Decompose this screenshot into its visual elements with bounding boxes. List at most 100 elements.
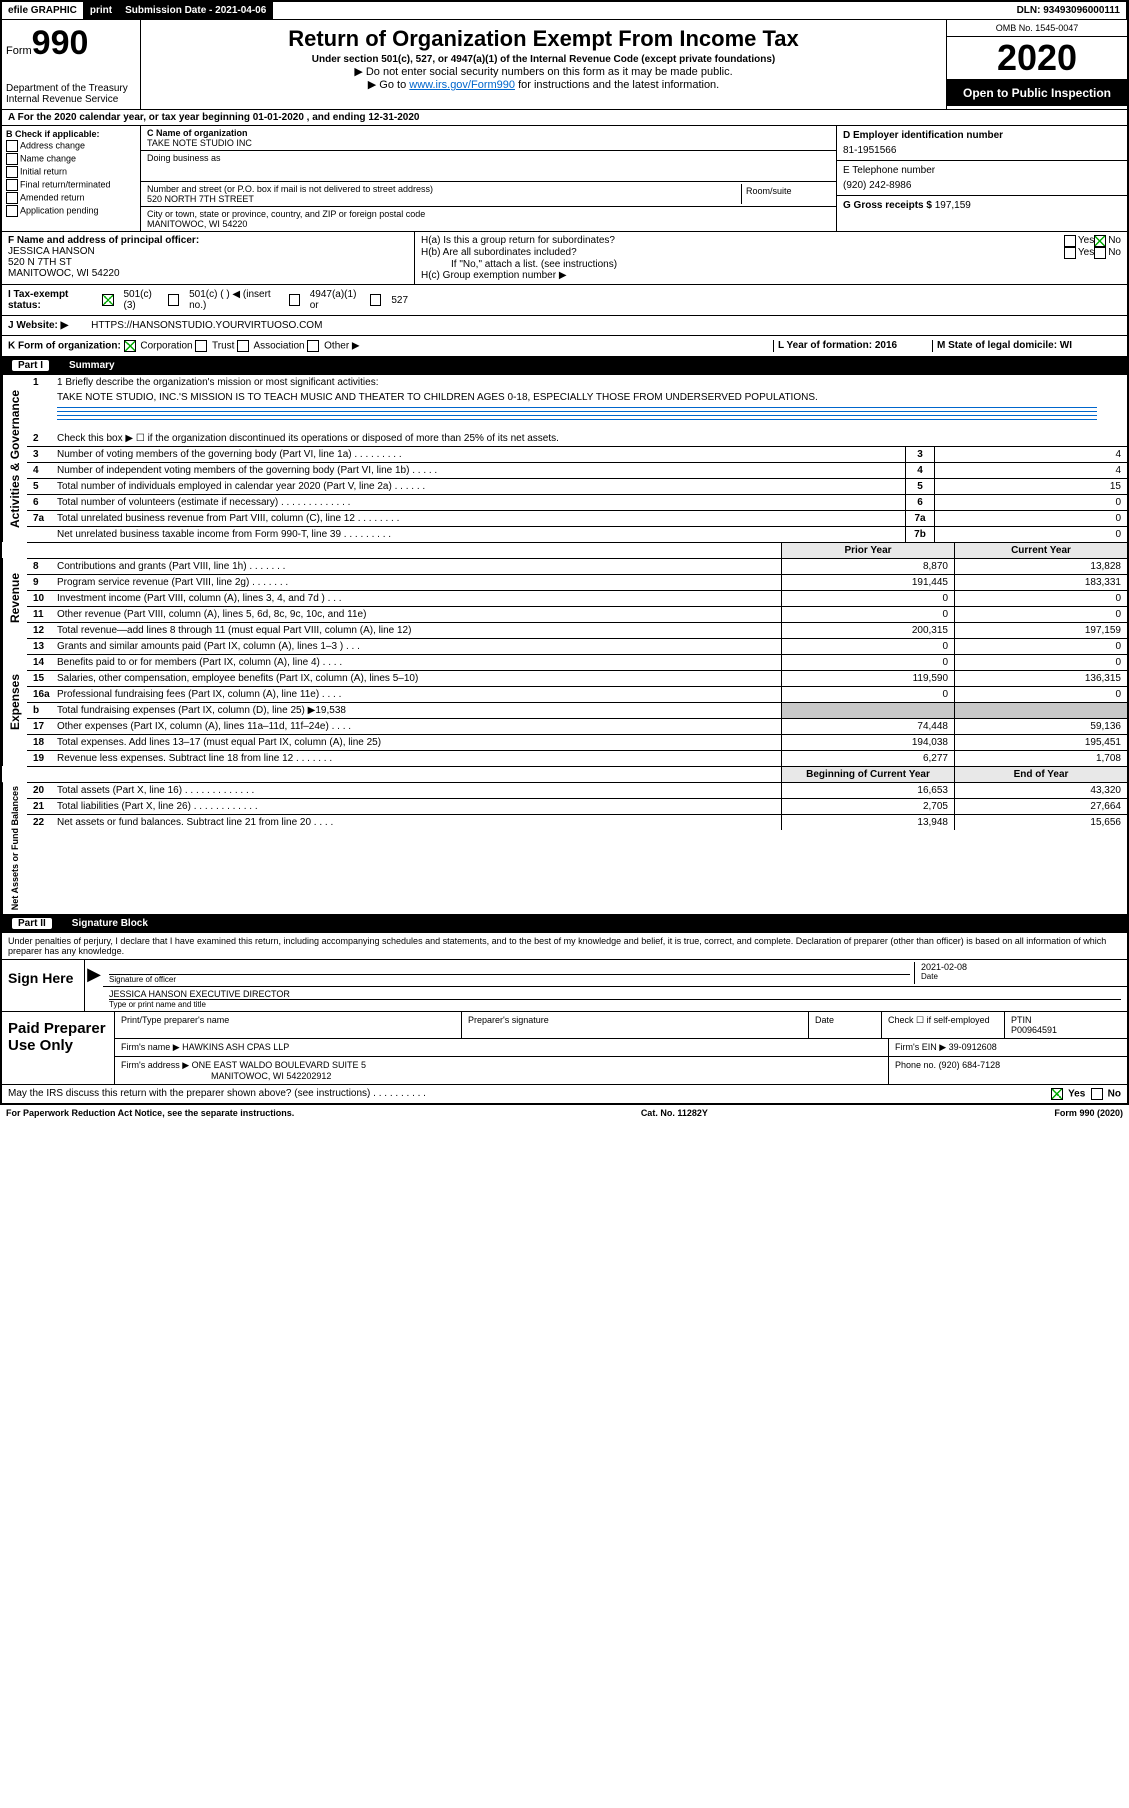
section-l: L Year of formation: 2016 xyxy=(773,340,932,352)
beginning-year-header: Beginning of Current Year xyxy=(781,766,954,782)
data-row: 12Total revenue—add lines 8 through 11 (… xyxy=(27,622,1127,638)
header-row: Form 990 Department of the Treasury Inte… xyxy=(2,20,1127,109)
section-h: H(a) Is this a group return for subordin… xyxy=(415,232,1127,284)
data-row: 11Other revenue (Part VIII, column (A), … xyxy=(27,606,1127,622)
data-row: 16aProfessional fundraising fees (Part I… xyxy=(27,686,1127,702)
vlabel-revenue: Revenue xyxy=(2,558,27,638)
revenue-section: Revenue 8Contributions and grants (Part … xyxy=(2,558,1127,638)
cb-501c3[interactable] xyxy=(102,294,113,306)
activities-governance: Activities & Governance 11 Briefly descr… xyxy=(2,374,1127,542)
omb-number: OMB No. 1545-0047 xyxy=(947,20,1127,37)
addr-label: Number and street (or P.O. box if mail i… xyxy=(147,184,741,194)
summary-row: 3Number of voting members of the governi… xyxy=(27,446,1127,462)
net-assets-section: Net Assets or Fund Balances 20Total asse… xyxy=(2,782,1127,914)
cb-association[interactable] xyxy=(237,340,249,352)
room-suite-label: Room/suite xyxy=(742,184,830,204)
prior-year-header: Prior Year xyxy=(781,542,954,558)
dept-treasury: Department of the Treasury xyxy=(6,83,136,94)
vlabel-expenses: Expenses xyxy=(2,638,27,766)
cb-amended-return[interactable]: Amended return xyxy=(6,192,136,204)
print-button[interactable]: print xyxy=(84,2,119,19)
submission-date: Submission Date - 2021-04-06 xyxy=(119,2,273,19)
data-row: 21Total liabilities (Part X, line 26) . … xyxy=(27,798,1127,814)
data-row: 14Benefits paid to or for members (Part … xyxy=(27,654,1127,670)
cb-final-return[interactable]: Final return/terminated xyxy=(6,179,136,191)
cb-corporation[interactable] xyxy=(124,340,136,352)
phone: (920) 242-8986 xyxy=(843,180,1121,191)
subtitle-1: Under section 501(c), 527, or 4947(a)(1)… xyxy=(145,54,942,65)
data-row: 13Grants and similar amounts paid (Part … xyxy=(27,638,1127,654)
tax-exempt-label: I Tax-exempt status: xyxy=(8,289,94,311)
cb-501c[interactable] xyxy=(168,294,179,306)
data-row: 10Investment income (Part VIII, column (… xyxy=(27,590,1127,606)
section-m: M State of legal domicile: WI xyxy=(932,340,1121,352)
data-row: 17Other expenses (Part IX, column (A), l… xyxy=(27,718,1127,734)
cb-trust[interactable] xyxy=(195,340,207,352)
cb-other[interactable] xyxy=(307,340,319,352)
vlabel-activities: Activities & Governance xyxy=(2,375,27,542)
cb-address-change[interactable]: Address change xyxy=(6,140,136,152)
current-year-header: Current Year xyxy=(954,542,1127,558)
data-row: 9Program service revenue (Part VIII, lin… xyxy=(27,574,1127,590)
gross-receipts-label: G Gross receipts $ xyxy=(843,200,932,211)
data-row: 8Contributions and grants (Part VIII, li… xyxy=(27,558,1127,574)
section-b-grid: B Check if applicable: Address change Na… xyxy=(2,125,1127,231)
topbar: efile GRAPHIC print Submission Date - 20… xyxy=(2,2,1127,20)
efile-label: efile GRAPHIC xyxy=(2,2,84,19)
dba-label: Doing business as xyxy=(147,153,830,163)
signature-declaration: Under penalties of perjury, I declare th… xyxy=(2,932,1127,959)
city-label: City or town, state or province, country… xyxy=(147,209,830,219)
section-f-h: F Name and address of principal officer:… xyxy=(2,231,1127,284)
form-title: Return of Organization Exempt From Incom… xyxy=(145,26,942,52)
summary-row: 4Number of independent voting members of… xyxy=(27,462,1127,478)
footer: For Paperwork Reduction Act Notice, see … xyxy=(0,1105,1129,1121)
ein: 81-1951566 xyxy=(843,145,1121,156)
cb-name-change[interactable]: Name change xyxy=(6,153,136,165)
subtitle-2: ▶ Do not enter social security numbers o… xyxy=(145,65,942,78)
irs-label: Internal Revenue Service xyxy=(6,94,136,105)
cb-initial-return[interactable]: Initial return xyxy=(6,166,136,178)
tax-year: 2020 xyxy=(947,37,1127,80)
data-row: 19Revenue less expenses. Subtract line 1… xyxy=(27,750,1127,766)
header-left: Form 990 Department of the Treasury Inte… xyxy=(2,20,140,109)
cb-discuss-no[interactable] xyxy=(1091,1088,1103,1100)
summary-row: 6Total number of volunteers (estimate if… xyxy=(27,494,1127,510)
data-row: 22Net assets or fund balances. Subtract … xyxy=(27,814,1127,830)
section-c: C Name of organization TAKE NOTE STUDIO … xyxy=(141,126,836,231)
data-row: 18Total expenses. Add lines 13–17 (must … xyxy=(27,734,1127,750)
gross-receipts: 197,159 xyxy=(935,200,971,211)
section-f: F Name and address of principal officer:… xyxy=(2,232,415,284)
form-container: efile GRAPHIC print Submission Date - 20… xyxy=(0,0,1129,1105)
part2-header: Part II Signature Block xyxy=(2,914,1127,932)
data-row: 20Total assets (Part X, line 16) . . . .… xyxy=(27,782,1127,798)
form-label: Form xyxy=(6,45,32,57)
form-number: 990 xyxy=(32,24,89,63)
section-b: B Check if applicable: Address change Na… xyxy=(2,126,141,231)
org-name: TAKE NOTE STUDIO INC xyxy=(147,138,830,148)
header-right: OMB No. 1545-0047 2020 Open to Public In… xyxy=(947,20,1127,109)
section-d-e-g: D Employer identification number 81-1951… xyxy=(836,126,1127,231)
sign-here: Sign Here ▶ Signature of officer 2021-02… xyxy=(2,959,1127,1011)
end-year-header: End of Year xyxy=(954,766,1127,782)
cb-4947[interactable] xyxy=(289,294,300,306)
expenses-section: Expenses 13Grants and similar amounts pa… xyxy=(2,638,1127,766)
open-to-public: Open to Public Inspection xyxy=(947,80,1127,106)
cb-application-pending[interactable]: Application pending xyxy=(6,205,136,217)
cb-527[interactable] xyxy=(370,294,381,306)
part1-header: Part I Summary xyxy=(2,356,1127,374)
dln: DLN: 93493096000111 xyxy=(1011,2,1127,19)
summary-row: 7aTotal unrelated business revenue from … xyxy=(27,510,1127,526)
cb-discuss-yes[interactable] xyxy=(1051,1088,1063,1100)
summary-row: 5Total number of individuals employed in… xyxy=(27,478,1127,494)
paid-preparer: Paid Preparer Use Only Print/Type prepar… xyxy=(2,1011,1127,1084)
section-j: J Website: ▶ HTTPS://HANSONSTUDIO.YOURVI… xyxy=(2,315,1127,335)
mission-text: TAKE NOTE STUDIO, INC.'S MISSION IS TO T… xyxy=(27,390,1127,405)
data-row: 15Salaries, other compensation, employee… xyxy=(27,670,1127,686)
summary-row: Net unrelated business taxable income fr… xyxy=(27,526,1127,542)
phone-label: E Telephone number xyxy=(843,165,1121,176)
irs-link[interactable]: www.irs.gov/Form990 xyxy=(409,79,515,91)
addr: 520 NORTH 7TH STREET xyxy=(147,194,741,204)
vlabel-net-assets: Net Assets or Fund Balances xyxy=(2,782,27,914)
header-middle: Return of Organization Exempt From Incom… xyxy=(140,20,947,109)
city: MANITOWOC, WI 54220 xyxy=(147,219,830,229)
